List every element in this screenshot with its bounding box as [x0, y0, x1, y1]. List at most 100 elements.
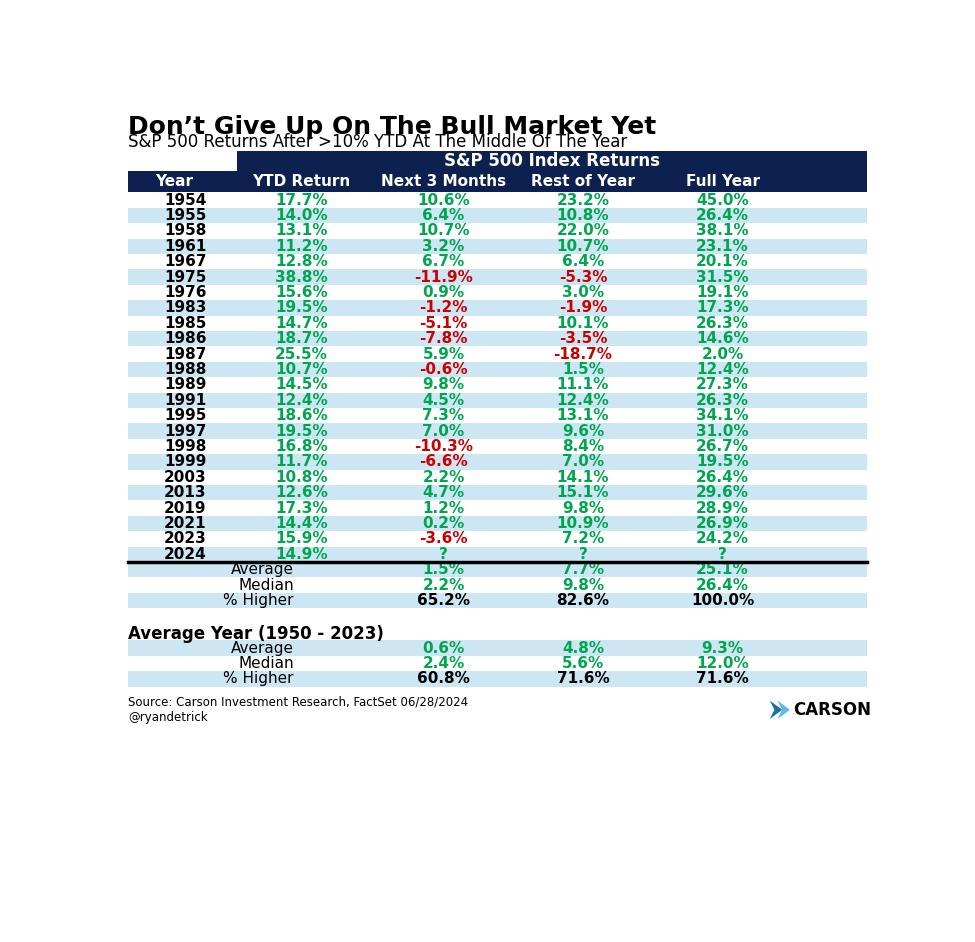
Text: 15.1%: 15.1% [557, 485, 609, 500]
Text: 1.5%: 1.5% [562, 362, 604, 377]
Text: 15.9%: 15.9% [275, 531, 328, 546]
Text: 26.4%: 26.4% [696, 208, 749, 223]
Bar [128, 347, 868, 362]
Text: 11.7%: 11.7% [275, 454, 328, 469]
Text: -0.6%: -0.6% [419, 362, 468, 377]
Text: YTD Return: YTD Return [253, 174, 351, 189]
Text: 12.8%: 12.8% [275, 254, 328, 269]
Text: 1991: 1991 [165, 393, 207, 408]
Bar [128, 562, 868, 577]
Text: 14.9%: 14.9% [275, 546, 328, 561]
Text: -18.7%: -18.7% [554, 347, 612, 362]
Text: -6.6%: -6.6% [419, 454, 468, 469]
Text: -7.8%: -7.8% [419, 332, 468, 346]
Text: 2024: 2024 [164, 546, 207, 561]
Bar [128, 656, 868, 672]
Text: 7.0%: 7.0% [562, 454, 604, 469]
Polygon shape [777, 701, 790, 719]
Text: 14.6%: 14.6% [696, 332, 749, 346]
Text: 4.7%: 4.7% [422, 485, 464, 500]
Text: 10.7%: 10.7% [417, 223, 470, 238]
Text: 65.2%: 65.2% [417, 593, 470, 608]
Text: 16.8%: 16.8% [275, 439, 328, 454]
Text: S&P 500 Returns After >10% YTD At The Middle Of The Year: S&P 500 Returns After >10% YTD At The Mi… [128, 133, 627, 151]
Text: 17.3%: 17.3% [696, 300, 749, 316]
Text: 25.1%: 25.1% [696, 562, 749, 577]
Text: 14.5%: 14.5% [275, 378, 328, 393]
Text: Don’t Give Up On The Bull Market Yet: Don’t Give Up On The Bull Market Yet [128, 115, 656, 138]
Text: 26.3%: 26.3% [696, 316, 749, 331]
Text: 0.2%: 0.2% [422, 516, 465, 531]
Text: 45.0%: 45.0% [696, 192, 749, 207]
Text: 1989: 1989 [164, 378, 207, 393]
Bar [128, 223, 868, 238]
Text: 1997: 1997 [164, 424, 207, 439]
Bar [128, 516, 868, 531]
Text: 27.3%: 27.3% [696, 378, 749, 393]
Text: 6.7%: 6.7% [422, 254, 465, 269]
Text: Average: Average [231, 562, 293, 577]
Text: 71.6%: 71.6% [696, 672, 749, 687]
Text: 26.7%: 26.7% [696, 439, 749, 454]
Bar [128, 546, 868, 562]
Text: Full Year: Full Year [685, 174, 760, 189]
Text: 3.0%: 3.0% [562, 284, 604, 300]
Text: 13.1%: 13.1% [275, 223, 328, 238]
Text: Year: Year [156, 174, 194, 189]
Text: 15.6%: 15.6% [275, 284, 328, 300]
Text: 1987: 1987 [164, 347, 207, 362]
Bar [128, 192, 868, 208]
Text: 71.6%: 71.6% [557, 672, 609, 687]
Text: 2.2%: 2.2% [422, 470, 465, 485]
Text: 19.5%: 19.5% [275, 300, 328, 316]
Bar [128, 316, 868, 331]
Text: 9.8%: 9.8% [422, 378, 464, 393]
Bar [128, 208, 868, 223]
Text: -1.9%: -1.9% [559, 300, 607, 316]
Bar [128, 269, 868, 284]
Text: 60.8%: 60.8% [417, 672, 470, 687]
Text: Average: Average [231, 641, 293, 656]
Text: 10.9%: 10.9% [557, 516, 609, 531]
Text: 3.2%: 3.2% [422, 238, 465, 253]
Text: 1986: 1986 [164, 332, 207, 346]
Text: 1998: 1998 [164, 439, 207, 454]
Text: 6.4%: 6.4% [562, 254, 604, 269]
Text: 82.6%: 82.6% [557, 593, 609, 608]
Text: 23.2%: 23.2% [557, 192, 609, 207]
Text: -10.3%: -10.3% [414, 439, 473, 454]
Text: 10.1%: 10.1% [557, 316, 609, 331]
Text: 34.1%: 34.1% [696, 408, 749, 423]
Text: 9.6%: 9.6% [562, 424, 604, 439]
Bar [128, 331, 868, 347]
Text: 5.6%: 5.6% [562, 656, 604, 671]
Text: 17.7%: 17.7% [275, 192, 328, 207]
Text: 1985: 1985 [164, 316, 207, 331]
Text: 1995: 1995 [164, 408, 207, 423]
Text: 6.4%: 6.4% [422, 208, 465, 223]
Text: 2.4%: 2.4% [422, 656, 465, 671]
Text: 20.1%: 20.1% [696, 254, 749, 269]
Text: 1958: 1958 [164, 223, 207, 238]
Bar [128, 393, 868, 408]
Text: 10.8%: 10.8% [275, 470, 328, 485]
Text: 4.8%: 4.8% [562, 641, 604, 656]
Text: -3.6%: -3.6% [419, 531, 468, 546]
Text: 5.9%: 5.9% [422, 347, 464, 362]
Text: 24.2%: 24.2% [696, 531, 749, 546]
Text: Median: Median [238, 656, 293, 671]
Bar [128, 439, 868, 454]
Bar [128, 469, 868, 485]
Text: % Higher: % Higher [223, 593, 293, 608]
Text: -3.5%: -3.5% [559, 332, 607, 346]
Text: 29.6%: 29.6% [696, 485, 749, 500]
Text: 2.0%: 2.0% [701, 347, 744, 362]
Bar [128, 641, 868, 656]
Text: 10.8%: 10.8% [557, 208, 609, 223]
Text: 1999: 1999 [164, 454, 207, 469]
Bar [128, 408, 868, 423]
Text: 1.2%: 1.2% [422, 500, 464, 515]
Bar [128, 593, 868, 609]
Text: ?: ? [439, 546, 448, 561]
Text: 0.9%: 0.9% [422, 284, 464, 300]
